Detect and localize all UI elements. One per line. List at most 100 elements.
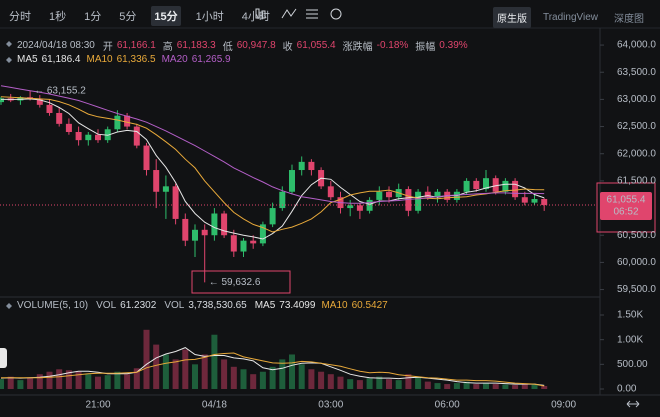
candle-body [405,189,412,211]
candle-body [221,213,228,236]
settings-icon[interactable] [330,8,342,20]
indicator-icon[interactable] [281,8,297,19]
y-tick-label: 59,500.0 [617,284,656,295]
field-value: 60,947.8 [236,40,276,51]
volume-bar [318,371,325,389]
ma-value: 61,186.4 [41,54,81,65]
candle-body [415,191,422,211]
view-switch: 原生版 TradingView 深度图 [485,7,648,28]
field-label: 收 [282,42,293,53]
volume-bar [347,379,354,389]
volume-bar [153,344,160,389]
field-label: VOL [96,300,117,311]
interval-button[interactable]: 1小时 [195,11,224,23]
collapse-icon[interactable] [6,57,12,63]
volume-bar [124,374,131,389]
volume-bar [327,374,334,389]
interval-button[interactable]: 1秒 [49,11,67,23]
last-price-label: 61,055.4 [607,195,646,206]
volume-bar [279,359,286,389]
field-label: 低 [222,42,233,53]
volume-bar [143,329,150,389]
volume-bar [201,354,208,389]
x-tick-label: 06:00 [435,400,460,411]
candle-body [95,134,101,141]
ma-name: MA20 [161,54,188,65]
ma-value: 60.5427 [351,300,388,311]
y-tick-label: 63,500.0 [617,67,656,78]
interval-button[interactable]: 分时 [9,11,31,23]
datetime: 2024/04/18 08:30 [17,40,95,51]
ma-name: MA5 [17,54,38,65]
candle-body [376,191,383,200]
volume-bar [512,385,519,389]
interval-button[interactable]: 15分 [151,6,181,26]
last-price-tag [600,192,652,221]
interval-button[interactable]: 4小时 [241,11,270,23]
candle-body [172,186,179,219]
ma-line [0,96,545,233]
candle-body [483,178,489,190]
ohlc-info: 2024/04/18 08:30 开 61,166.1 高 61,183.3 低 60,94… [17,38,475,53]
field-value: 61,183.3 [176,40,216,51]
volume-bar [492,384,499,389]
candle-body [269,208,276,225]
y-tick-label: 500.00 [617,359,648,370]
candle-body [502,180,509,192]
candle-body [0,98,4,103]
x-tick-label: 03:00 [318,400,343,411]
y-tick-label: 63,000.0 [617,94,656,105]
y-tick-label: 64,000.0 [617,40,656,51]
ma-name: MA5 [254,300,276,311]
ma-value: 61,336.5 [116,54,156,65]
countdown-label: 06:52 [613,207,638,218]
x-tick-label: 09:00 [551,400,576,411]
volume-bar [376,376,383,389]
view-button[interactable]: 深度图 [614,14,644,25]
volume-bar [453,383,460,389]
candle-body [279,191,286,209]
interval-button[interactable]: 5分 [119,11,137,23]
side-handle[interactable] [0,348,7,368]
volume-bar [444,384,451,389]
field-value: 61,166.1 [116,40,156,51]
volume-bar [308,369,315,389]
ma-line [0,85,545,204]
volume-bar [230,366,237,389]
view-button[interactable]: TradingView [542,12,598,23]
collapse-icon[interactable] [6,303,12,309]
view-button[interactable]: 原生版 [492,7,531,28]
candle-body [46,104,53,113]
volume-bar [250,374,257,389]
candle-body [492,178,499,192]
collapse-icon[interactable] [6,41,12,47]
interval-button[interactable]: 1分 [84,11,102,23]
candle-body [250,240,257,244]
field-label: 涨跌幅 [342,42,373,53]
candle-body [143,145,150,171]
volume-bar [56,369,63,389]
field-label: VOL [164,300,185,311]
candle-body [356,205,363,211]
volume-bar [415,376,422,389]
candle-body [531,199,538,203]
volume-bar [356,380,363,389]
scale-toggle-icon[interactable] [626,400,640,408]
candle-icon[interactable] [255,8,266,19]
ma-legend: MA5 61,186.4 MA10 61,336.5 MA20 61,265.9 [17,54,237,65]
volume-bar [541,385,548,389]
candle-body [308,161,315,171]
volume-bar [36,374,43,389]
volume-bar [7,376,14,389]
volume-bar [162,354,169,389]
candle-body [85,134,92,141]
volume-bar [434,383,441,389]
settings-sliders-icon[interactable] [306,9,318,19]
candle-body [289,170,295,192]
candle-body [521,197,528,203]
volume-bar [366,378,373,389]
volume-bar [386,379,392,389]
candle-body [192,229,198,241]
